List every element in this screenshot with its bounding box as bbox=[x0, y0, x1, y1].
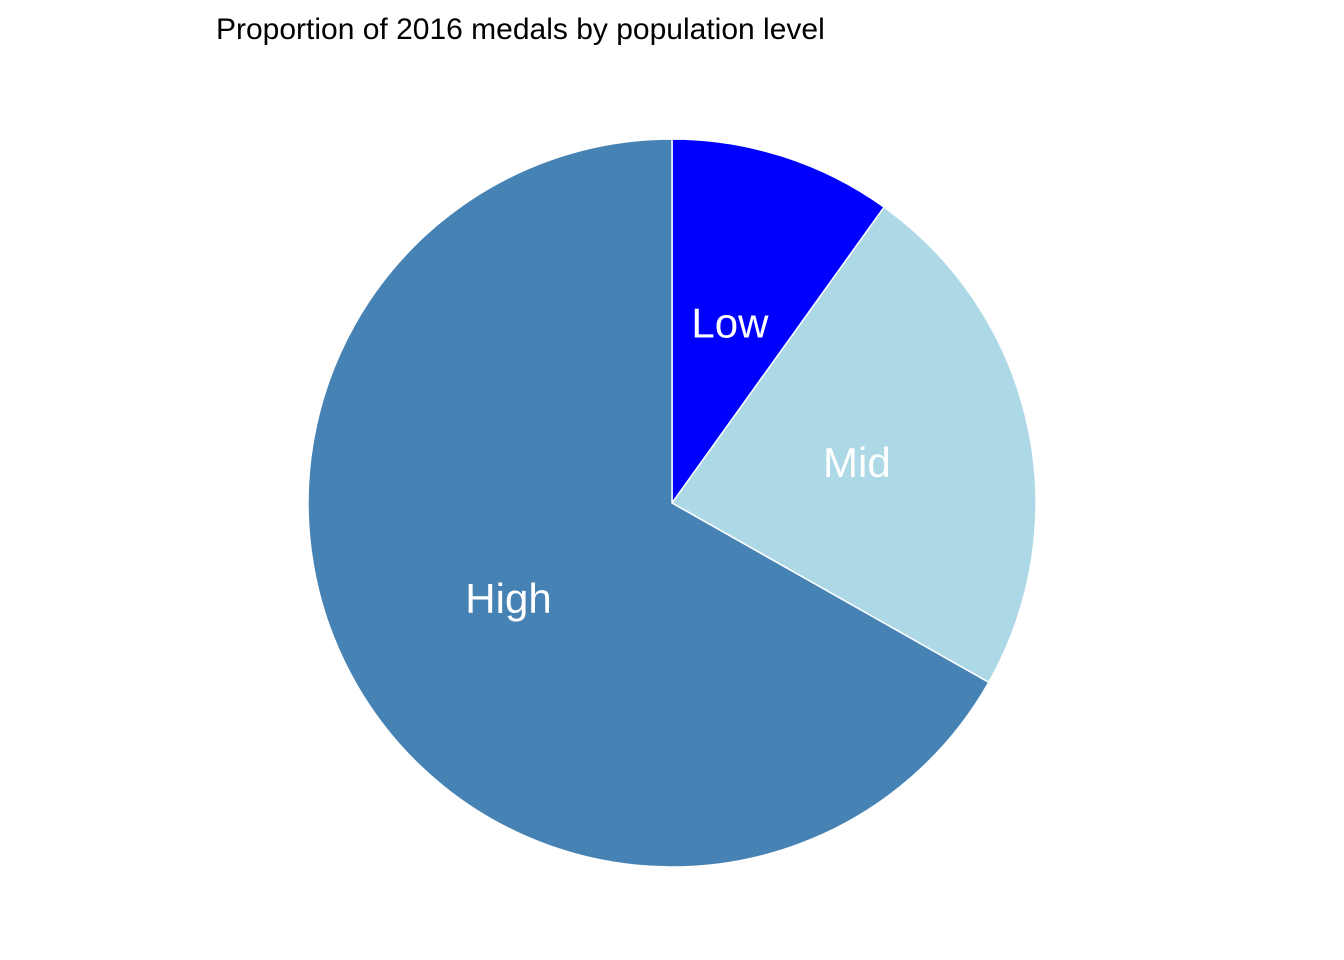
pie-slice-mid bbox=[671, 206, 1037, 684]
pie-labels: Low Mid High bbox=[465, 299, 890, 622]
pie-slices bbox=[307, 138, 1037, 868]
slice-label-low: Low bbox=[691, 299, 769, 346]
chart-title: Proportion of 2016 medals by population … bbox=[216, 13, 825, 46]
slice-label-high: High bbox=[465, 575, 551, 622]
pie-slice-high bbox=[307, 138, 990, 868]
pie-slice-low bbox=[671, 138, 885, 504]
slice-label-mid: Mid bbox=[823, 439, 891, 486]
